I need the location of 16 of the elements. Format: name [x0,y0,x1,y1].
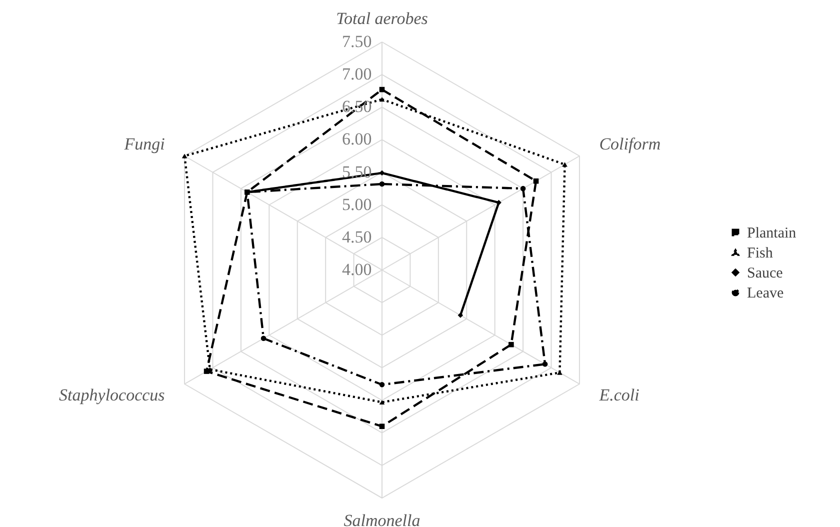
y-tick-label: 7.50 [342,32,372,51]
y-tick-label: 6.00 [342,130,372,149]
y-tick-label: 5.00 [342,194,372,214]
legend-label: Fish [747,246,774,262]
y-tick-label: 4.00 [342,260,372,279]
legend-label: Sauce [747,266,784,282]
spoke-label: E.coli [598,385,640,404]
y-tick-label: 7.00 [342,64,372,84]
spoke-label: Coliform [599,134,661,154]
y-tick-label: 4.50 [342,227,372,246]
legend-label: Plantain [747,226,797,242]
spoke-label: Staphylococcus [59,385,166,404]
spoke-label: Total aerobes [336,9,428,28]
legend-label: Leave [747,286,784,302]
spoke-label: Salmonella [344,510,420,527]
spoke-label: Fungi [123,134,166,154]
